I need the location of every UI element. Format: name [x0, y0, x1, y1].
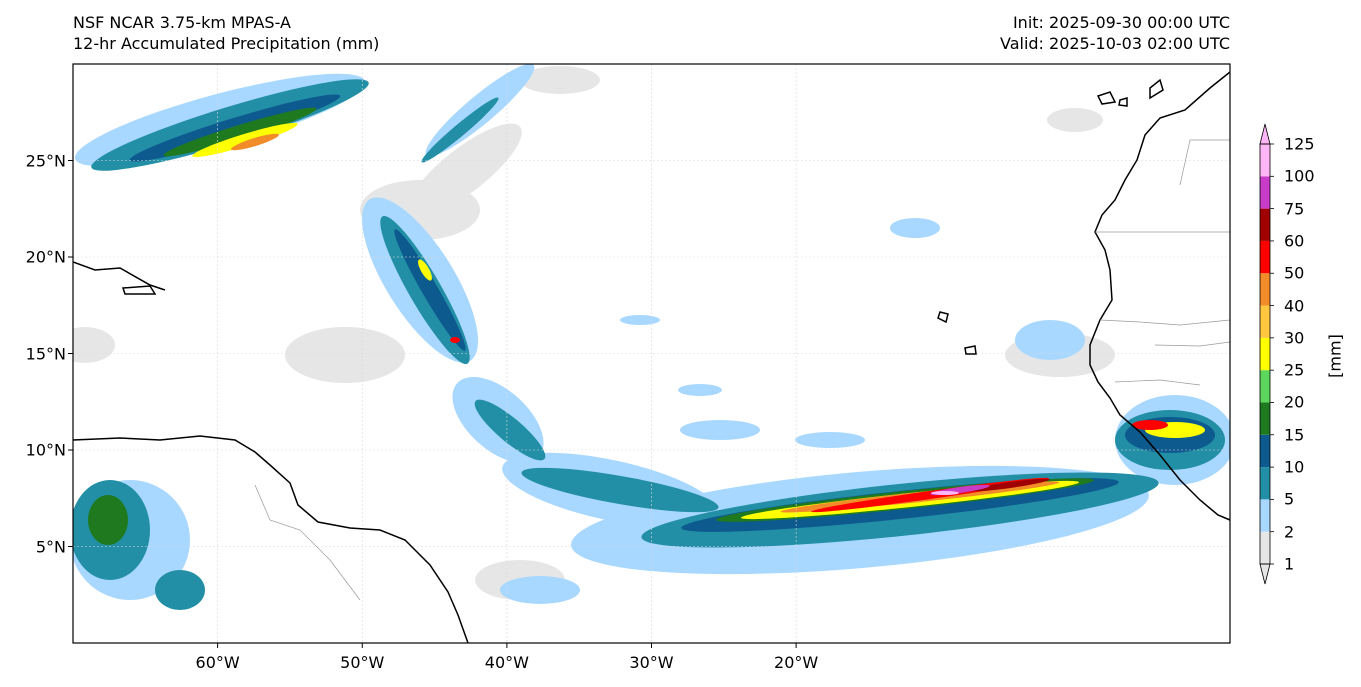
lon-tick-label: 50°W	[340, 653, 385, 672]
colorbar-swatch	[1260, 305, 1270, 338]
colorbar-swatch	[1260, 467, 1270, 500]
colorbar-outline	[1259, 143, 1271, 565]
init-time: Init: 2025-09-30 00:00 UTC	[1012, 13, 1230, 32]
colorbar-level-label: 40	[1284, 296, 1305, 316]
colorbar-swatch	[1260, 273, 1270, 306]
field-title: 12-hr Accumulated Precipitation (mm)	[73, 34, 380, 53]
valid-time: Valid: 2025-10-03 02:00 UTC	[999, 34, 1230, 53]
colorbar-swatch	[1260, 531, 1270, 564]
colorbar-level-label: 10	[1284, 457, 1305, 477]
colorbar-level-label: 50	[1284, 263, 1305, 283]
colorbar-swatch	[1260, 370, 1270, 403]
lon-tick-label: 30°W	[629, 653, 674, 672]
colorbar-level-label: 5	[1284, 489, 1295, 509]
colorbar-swatch	[1260, 240, 1270, 274]
coastlines	[73, 71, 1230, 643]
colorbar-swatch	[1260, 144, 1270, 177]
colorbar-level-label: 30	[1284, 328, 1305, 348]
colorbar-level-label: 75	[1284, 199, 1305, 219]
lat-tick-label: 5°N	[35, 537, 66, 556]
colorbar-swatch	[1260, 337, 1270, 371]
country-borders	[254, 139, 1230, 601]
colorbar-swatch	[1260, 434, 1270, 468]
precipitation-field	[73, 64, 1230, 610]
colorbar-swatch	[1260, 402, 1270, 435]
gridlines	[73, 64, 1230, 643]
map-title: NSF NCAR 3.75-km MPAS-A 12-hr Accumulate…	[73, 12, 379, 54]
lat-tick-label: 20°N	[25, 247, 66, 267]
colorbar-level-label: 1	[1284, 554, 1295, 574]
lon-tick-label: 60°W	[195, 653, 240, 672]
colorbar-level-label: 125	[1284, 134, 1315, 154]
colorbar-level-label: 15	[1284, 425, 1305, 445]
colorbar-extend-min	[1259, 563, 1271, 585]
colorbar-level-label: 25	[1284, 360, 1305, 380]
map-frame-content	[73, 64, 1230, 643]
lat-tick-label: 15°N	[25, 344, 66, 363]
colorbar-unit-label: [mm]	[1325, 334, 1345, 378]
lon-tick-label: 20°W	[774, 653, 819, 672]
colorbar-level-label: 60	[1284, 231, 1305, 251]
colorbar-extend-max	[1259, 123, 1271, 145]
axis-ticks	[68, 160, 797, 648]
colorbar-swatch	[1260, 176, 1270, 209]
colorbar-level-label: 20	[1284, 392, 1305, 412]
model-title: NSF NCAR 3.75-km MPAS-A	[73, 13, 291, 32]
colorbar-level-label: 2	[1284, 522, 1295, 542]
time-info: Init: 2025-09-30 00:00 UTC Valid: 2025-1…	[1000, 12, 1230, 54]
colorbar-level-label: 100	[1284, 166, 1315, 186]
colorbar-swatch	[1260, 208, 1270, 241]
colorbar-swatch	[1260, 499, 1270, 532]
lat-tick-label: 25°N	[25, 151, 66, 170]
lon-tick-label: 40°W	[484, 653, 529, 672]
lat-tick-label: 10°N	[25, 440, 66, 460]
